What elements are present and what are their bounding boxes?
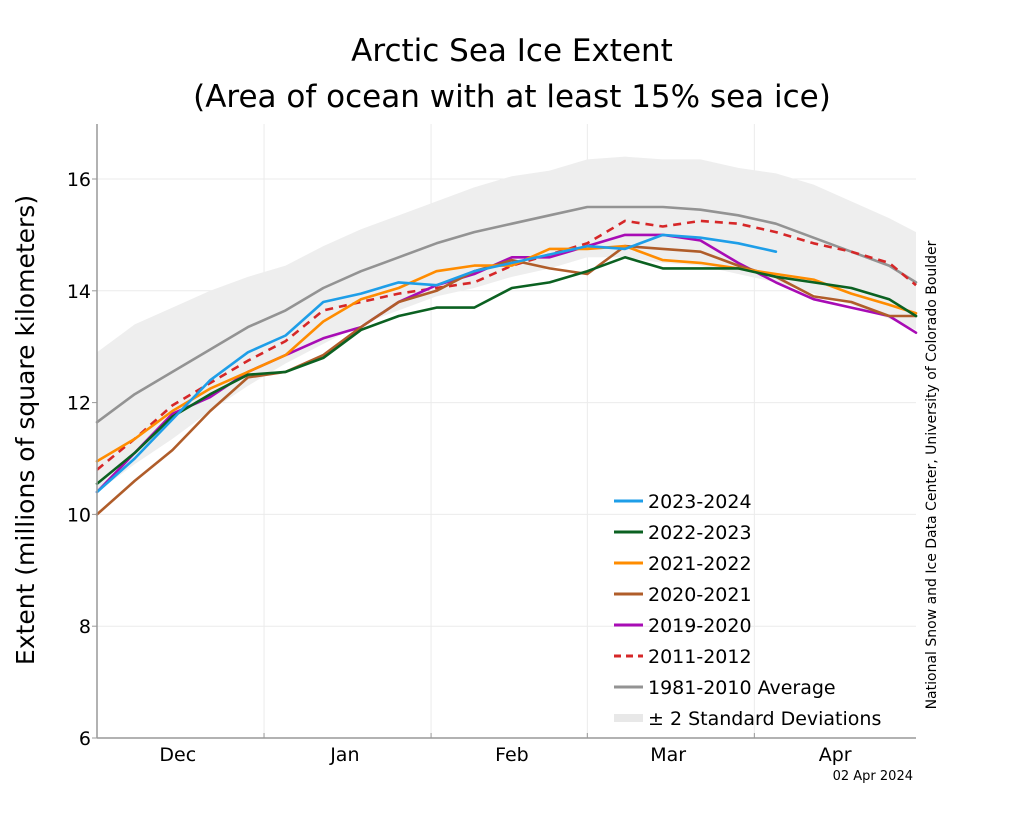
series-line-2020-2021 — [95, 244, 918, 516]
legend-label: 2023-2024 — [648, 491, 752, 513]
axes: 6 8 10 12 14 16 Dec Jan Feb Mar Apr — [67, 124, 916, 766]
x-tick-label: Feb — [495, 744, 529, 766]
y-axis-label: Extent (millions of square kilometers) — [11, 195, 40, 665]
y-tick-label: 8 — [79, 616, 91, 638]
legend: 2023-2024 2022-2023 2021-2022 2020-2021 2019… — [614, 491, 881, 730]
y-tick-label: 10 — [67, 504, 91, 526]
series-line-2023-2024 — [95, 233, 778, 494]
legend-swatch — [614, 714, 643, 722]
legend-label: 2021-2022 — [648, 553, 752, 575]
std-dev-band — [97, 156, 916, 493]
x-tick-label: Apr — [819, 744, 852, 766]
series-line-1981-2010-average — [95, 205, 918, 424]
y-tick-label: 6 — [79, 728, 91, 750]
legend-label: 1981-2010 Average — [648, 677, 836, 699]
chart-title-line-1: Arctic Sea Ice Extent — [351, 33, 673, 69]
std-dev-band-area — [97, 156, 916, 493]
date-label: 02 Apr 2024 — [833, 769, 913, 784]
x-tick-label: Jan — [329, 744, 359, 766]
x-tick-label: Mar — [650, 744, 686, 766]
series-line-2022-2023 — [95, 256, 918, 485]
chart-title-line-2: (Area of ocean with at least 15% sea ice… — [193, 79, 831, 115]
legend-label: 2011-2012 — [648, 646, 752, 668]
series-line-2011-2012 — [96, 219, 917, 471]
legend-label: 2022-2023 — [648, 522, 752, 544]
y-tick-label: 12 — [67, 393, 91, 415]
legend-label: 2020-2021 — [648, 584, 752, 606]
y-tick-label: 14 — [67, 281, 91, 303]
series-line-2021-2022 — [95, 244, 918, 463]
x-tick-label: Dec — [159, 744, 196, 766]
legend-label: 2019-2020 — [648, 615, 752, 637]
y-tick-label: 16 — [67, 169, 91, 191]
series-lines — [95, 205, 918, 516]
legend-label: ± 2 Standard Deviations — [648, 708, 881, 730]
credit-text: National Snow and Ice Data Center, Unive… — [924, 240, 940, 709]
